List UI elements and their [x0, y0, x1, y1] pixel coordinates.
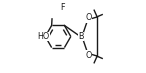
- Text: O: O: [85, 13, 92, 22]
- Text: B: B: [78, 32, 84, 41]
- Text: O: O: [85, 51, 92, 60]
- Text: HO: HO: [37, 32, 49, 41]
- Text: F: F: [60, 3, 64, 12]
